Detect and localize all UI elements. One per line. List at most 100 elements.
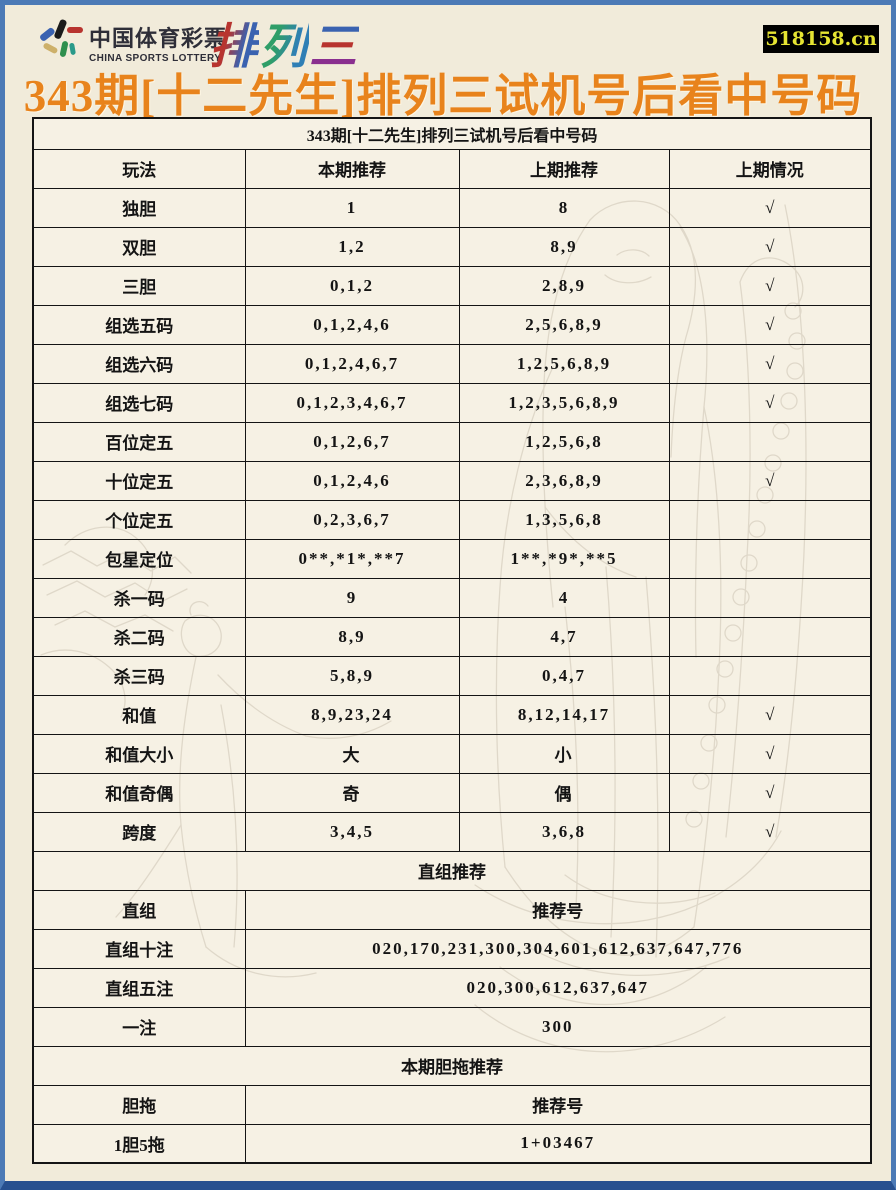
table-row: 组选七码 0,1,2,3,4,6,7 1,2,3,5,6,8,9 √: [32, 382, 872, 423]
play-label: 百位定五: [32, 421, 246, 462]
table-row: 杀三码 5,8,9 0,4,7: [32, 655, 872, 696]
current-value: 0,1,2,4,6: [244, 460, 460, 501]
previous-value: 4: [458, 577, 670, 618]
previous-value: 1,2,3,5,6,8,9: [458, 382, 670, 423]
section-header-row: 本期胆拖推荐: [32, 1045, 872, 1086]
current-value: 奇: [244, 772, 460, 813]
play-label: 个位定五: [32, 499, 246, 540]
zhizu-row-value: 020,170,231,300,304,601,612,637,647,776: [244, 928, 872, 969]
dantuo-row-label: 1胆5拖: [32, 1123, 246, 1164]
table-row: 一注 300: [32, 1006, 872, 1047]
result-check: [668, 577, 872, 618]
result-check: [668, 616, 872, 657]
result-check: [668, 421, 872, 462]
play-label: 杀三码: [32, 655, 246, 696]
current-value: 0,1,2,4,6: [244, 304, 460, 345]
result-check: √: [668, 694, 872, 735]
table-row: 独胆 1 8 √: [32, 187, 872, 228]
current-value: 0,1,2,6,7: [244, 421, 460, 462]
play-label: 和值奇偶: [32, 772, 246, 813]
table-row: 个位定五 0,2,3,6,7 1,3,5,6,8: [32, 499, 872, 540]
current-value: 5,8,9: [244, 655, 460, 696]
result-check: √: [668, 733, 872, 774]
table-row: 杀二码 8,9 4,7: [32, 616, 872, 657]
result-check: √: [668, 382, 872, 423]
pailie3-wordmark: 排列三: [209, 7, 359, 77]
table-title-row: 343期[十二先生]排列三试机号后看中号码: [32, 117, 872, 150]
previous-value: 2,5,6,8,9: [458, 304, 670, 345]
result-check: [668, 655, 872, 696]
previous-value: 2,3,6,8,9: [458, 460, 670, 501]
table-row: 和值大小大小 √: [32, 733, 872, 774]
current-value: 1,2: [244, 226, 460, 267]
result-check: [668, 499, 872, 540]
section-subheader-row: 直组 推荐号: [32, 889, 872, 930]
site-url-badge: 518158.cn: [763, 25, 879, 53]
current-value: 1: [244, 187, 460, 228]
current-value: 9: [244, 577, 460, 618]
current-value: 3,4,5: [244, 811, 460, 852]
play-label: 独胆: [32, 187, 246, 228]
section-header-row: 直组推荐: [32, 850, 872, 891]
result-check: √: [668, 343, 872, 384]
previous-value: 2,8,9: [458, 265, 670, 306]
table-row: 组选六码 0,1,2,4,6,7 1,2,5,6,8,9 √: [32, 343, 872, 384]
current-value: 8,9,23,24: [244, 694, 460, 735]
result-check: √: [668, 772, 872, 813]
zhizu-row-label: 直组五注: [32, 967, 246, 1008]
table-row: 跨度 3,4,5 3,6,8 √: [32, 811, 872, 852]
previous-value: 4,7: [458, 616, 670, 657]
wordmark-char-2: 列: [259, 21, 310, 74]
col-header-previous: 上期推荐: [458, 148, 670, 189]
result-check: √: [668, 265, 872, 306]
play-label: 三胆: [32, 265, 246, 306]
zhizu-row-label: 直组十注: [32, 928, 246, 969]
zhizu-col-label: 直组: [32, 889, 246, 930]
table-row: 百位定五 0,1,2,6,7 1,2,5,6,8: [32, 421, 872, 462]
current-value: 0,2,3,6,7: [244, 499, 460, 540]
brand-name-en: CHINA SPORTS LOTTERY: [89, 53, 222, 64]
table-row: 1胆5拖 1+03467: [32, 1123, 872, 1164]
table-row: 三胆 0,1,2 2,8,9 √: [32, 265, 872, 306]
result-check: [668, 538, 872, 579]
dantuo-row-value: 1+03467: [244, 1123, 872, 1164]
table-row: 和值 8,9,23,24 8,12,14,17 √: [32, 694, 872, 735]
table-row: 和值奇偶奇偶 √: [32, 772, 872, 813]
section-subheader-row: 胆拖 推荐号: [32, 1084, 872, 1125]
table-header-row: 玩法 本期推荐 上期推荐 上期情况: [32, 148, 872, 189]
play-label: 十位定五: [32, 460, 246, 501]
play-label: 跨度: [32, 811, 246, 852]
previous-value: 8,9: [458, 226, 670, 267]
table-row: 双胆 1,2 8,9 √: [32, 226, 872, 267]
current-value: 0,1,2,3,4,6,7: [244, 382, 460, 423]
result-check: √: [668, 811, 872, 852]
play-label: 包星定位: [32, 538, 246, 579]
site-header: 中国体育彩票 CHINA SPORTS LOTTERY 排列三 518158.c…: [5, 5, 891, 109]
result-check: √: [668, 460, 872, 501]
prediction-table: 343期[十二先生]排列三试机号后看中号码 玩法 本期推荐 上期推荐 上期情况 …: [32, 117, 873, 1164]
page-title: 343期[十二先生]排列三试机号后看中号码: [23, 71, 863, 121]
play-label: 双胆: [32, 226, 246, 267]
col-header-current: 本期推荐: [244, 148, 460, 189]
zhizu-row-label: 一注: [32, 1006, 246, 1047]
table-title: 343期[十二先生]排列三试机号后看中号码: [32, 117, 872, 150]
play-label: 组选六码: [32, 343, 246, 384]
col-header-play: 玩法: [32, 148, 246, 189]
current-value: 大: [244, 733, 460, 774]
table-row: 直组十注 020,170,231,300,304,601,612,637,647,…: [32, 928, 872, 969]
previous-value: 小: [458, 733, 670, 774]
zhizu-row-value: 020,300,612,637,647: [244, 967, 872, 1008]
play-label: 和值: [32, 694, 246, 735]
brand-name-cn: 中国体育彩票: [89, 26, 228, 51]
zhizu-col-value: 推荐号: [244, 889, 872, 930]
result-check: √: [668, 226, 872, 267]
previous-value: 1**,*9*,**5: [458, 538, 670, 579]
zhizu-row-value: 300: [244, 1006, 872, 1047]
china-sports-lottery-icon: [40, 19, 83, 57]
result-check: √: [668, 187, 872, 228]
table-row: 十位定五 0,1,2,4,6 2,3,6,8,9 √: [32, 460, 872, 501]
wordmark-char-1: 排: [209, 21, 260, 74]
table-row: 杀一码 9 4: [32, 577, 872, 618]
result-check: √: [668, 304, 872, 345]
